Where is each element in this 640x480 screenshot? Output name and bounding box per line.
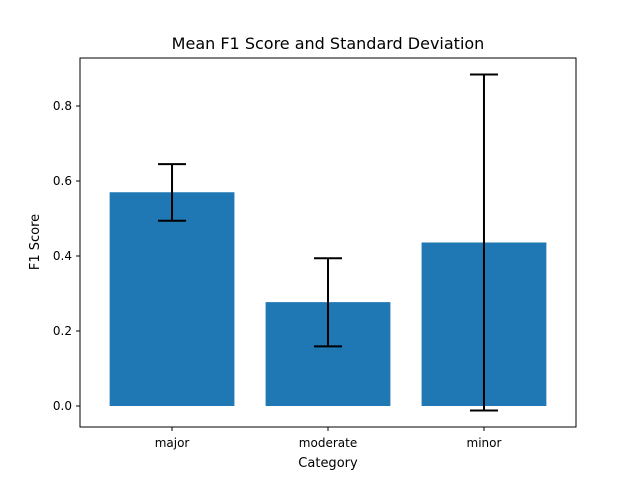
chart-title: Mean F1 Score and Standard Deviation [172, 34, 485, 53]
bar-major [109, 192, 235, 406]
x-axis: major moderate minor [155, 427, 502, 450]
plot-area [109, 73, 547, 412]
error-bar-major [158, 163, 187, 222]
error-bar-minor [469, 73, 498, 412]
y-tick-label-0.0: 0.0 [53, 399, 72, 413]
y-tick-label-0.8: 0.8 [53, 99, 72, 113]
y-axis-label: F1 Score [28, 214, 43, 270]
y-tick-label-0.4: 0.4 [53, 249, 72, 263]
x-tick-label-major: major [155, 436, 190, 450]
y-tick-label-0.2: 0.2 [53, 324, 72, 338]
y-axis: 0.0 0.2 0.4 0.6 0.8 [53, 99, 80, 413]
error-bar-moderate [314, 257, 342, 348]
x-tick-label-moderate: moderate [299, 436, 357, 450]
x-axis-label: Category [298, 456, 358, 471]
x-tick-label-minor: minor [467, 436, 502, 450]
y-tick-label-0.6: 0.6 [53, 174, 72, 188]
